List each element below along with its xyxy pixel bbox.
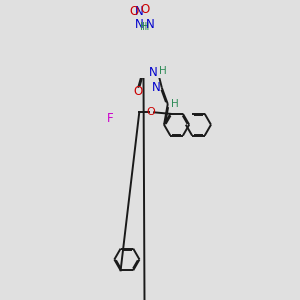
Text: N: N bbox=[146, 18, 155, 32]
Text: N: N bbox=[152, 81, 161, 94]
Text: N: N bbox=[135, 18, 144, 32]
Text: H: H bbox=[142, 22, 150, 32]
Text: N: N bbox=[135, 5, 144, 18]
Text: O: O bbox=[134, 85, 143, 98]
Text: N: N bbox=[148, 66, 157, 80]
Text: O: O bbox=[130, 5, 139, 18]
Text: H: H bbox=[170, 99, 178, 109]
Text: F: F bbox=[106, 112, 113, 125]
Text: O: O bbox=[146, 107, 155, 117]
Text: H: H bbox=[159, 66, 167, 76]
Text: O: O bbox=[140, 3, 149, 16]
Text: H: H bbox=[140, 22, 148, 32]
